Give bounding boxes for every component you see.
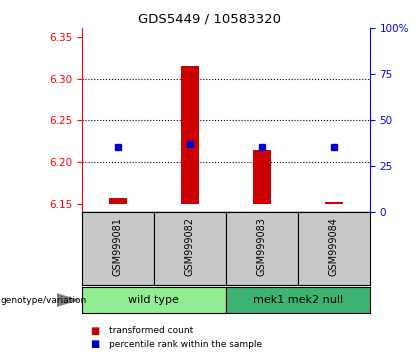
Text: wild type: wild type — [129, 295, 179, 305]
Text: ■: ■ — [90, 339, 100, 349]
Text: GSM999084: GSM999084 — [328, 217, 339, 276]
Bar — [109, 198, 127, 204]
Text: mek1 mek2 null: mek1 mek2 null — [252, 295, 343, 305]
Bar — [181, 66, 199, 204]
Polygon shape — [57, 293, 80, 307]
Text: genotype/variation: genotype/variation — [1, 296, 87, 304]
Text: GSM999083: GSM999083 — [257, 217, 267, 276]
Text: GSM999082: GSM999082 — [185, 217, 195, 276]
Text: GSM999081: GSM999081 — [113, 217, 123, 276]
Text: percentile rank within the sample: percentile rank within the sample — [109, 339, 262, 349]
Bar — [253, 150, 271, 204]
Bar — [325, 201, 343, 204]
Text: GDS5449 / 10583320: GDS5449 / 10583320 — [139, 12, 281, 25]
Text: ■: ■ — [90, 326, 100, 336]
Text: transformed count: transformed count — [109, 326, 194, 336]
